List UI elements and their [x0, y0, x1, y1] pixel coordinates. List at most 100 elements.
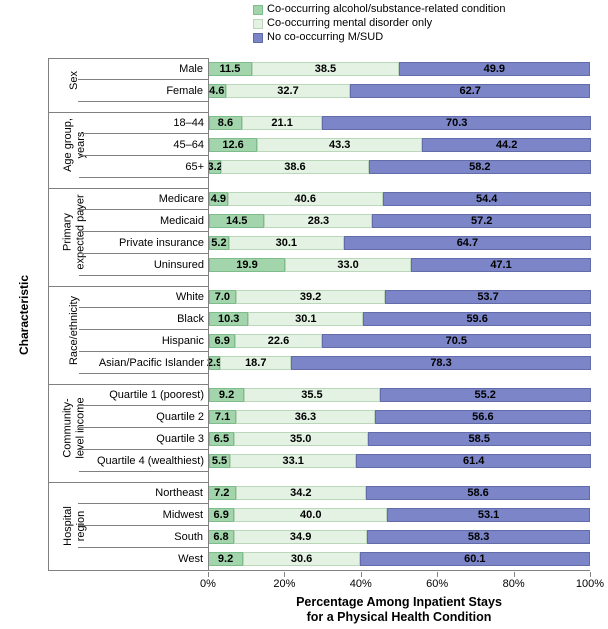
group-label-cell: Community- level income	[49, 384, 101, 472]
chart-row: White 7.0 39.2 53.7	[79, 286, 591, 308]
value-label: 10.3	[217, 313, 240, 325]
value-label: 38.5	[314, 63, 337, 75]
group-rows: Quartile 1 (poorest) 9.2 35.5 55.2 Quartile …	[79, 384, 591, 472]
row-separator-line	[79, 275, 209, 276]
stacked-bar: 2.9 18.7 78.3	[206, 356, 591, 370]
value-label: 4.9	[210, 193, 226, 205]
group-separator-line	[49, 286, 209, 287]
value-label: 43.3	[328, 139, 351, 151]
row-separator-line	[79, 329, 209, 330]
value-label: 6.9	[213, 509, 229, 521]
value-label: 40.0	[300, 509, 322, 521]
x-tick-label: 60%	[426, 578, 449, 590]
legend-label: Co-occurring alcohol/substance-related c…	[267, 3, 506, 15]
value-label: 53.7	[477, 291, 499, 303]
bar-segment-mental: 38.5	[251, 62, 399, 76]
bar-segment-mental: 33.1	[230, 454, 357, 468]
row-label: Quartile 3	[156, 433, 204, 445]
row-label: Asian/Pacific Islander	[98, 357, 204, 369]
chart-row: Medicaid 14.5 28.3 57.2	[79, 210, 591, 232]
legend-item: No co-occurring M/SUD	[253, 31, 505, 44]
value-label: 28.3	[307, 215, 330, 227]
stacked-bar: 6.5 35.0 58.5	[209, 432, 591, 446]
row-separator-line	[79, 351, 209, 352]
chart-row: Quartile 2 7.1 36.3 56.6	[79, 406, 591, 428]
bar-segment-none: 61.4	[356, 454, 591, 468]
row-separator-line	[79, 177, 209, 178]
stacked-bar: 4.6 32.7 62.7	[208, 84, 590, 98]
category-group: Hospital region Northeast 7.2 34.2 58.6 Midwe…	[49, 482, 590, 570]
bar-segment-none: 55.2	[379, 388, 591, 402]
value-label: 9.2	[217, 553, 234, 565]
bar-segment-mental: 32.7	[225, 84, 351, 98]
chart-row: Quartile 3 6.5 35.0 58.5	[79, 428, 591, 450]
row-separator-line	[79, 427, 209, 428]
bar-segment-alcohol: 9.2	[208, 552, 244, 566]
value-label: 70.5	[445, 335, 468, 347]
bar-segment-alcohol: 6.9	[208, 508, 235, 522]
bar-segment-none: 57.2	[372, 214, 591, 228]
group-separator-line	[49, 188, 209, 189]
chart-row: South 6.8 34.9 58.3	[78, 526, 590, 548]
chart-legend: Co-occurring alcohol/substance-related c…	[253, 3, 505, 44]
x-axis-tick	[208, 572, 209, 577]
group-label-cell: Primary expected payer	[49, 188, 101, 276]
row-label: West	[178, 553, 203, 565]
legend-swatch-icon	[253, 4, 263, 15]
stacked-bar: 6.9 22.6 70.5	[209, 334, 591, 348]
bar-segment-mental: 40.6	[227, 192, 383, 206]
y-axis-title: Characteristic	[17, 274, 32, 355]
group-label-cell: Hospital region	[49, 482, 100, 570]
row-separator-line	[79, 307, 209, 308]
row-separator-line	[79, 373, 209, 374]
category-group: Community- level income Quartile 1 (poore…	[49, 384, 591, 472]
row-label: 45–64	[173, 139, 204, 151]
group-rows: Medicare 4.9 40.6 54.4 Medicaid 14.5 28.3 57.2 P…	[79, 188, 591, 276]
stacked-bar: 9.2 30.6 60.1	[208, 552, 590, 566]
chart-row: Hispanic 6.9 22.6 70.5	[79, 330, 591, 352]
stacked-bar: 4.9 40.6 54.4	[209, 192, 591, 206]
bar-segment-alcohol: 19.9	[209, 258, 286, 272]
bar-segment-none: 59.6	[363, 312, 591, 326]
chart-row: West 9.2 30.6 60.1	[100, 548, 590, 570]
group-label: Hospital region	[61, 506, 87, 546]
row-label: Quartile 1 (poorest)	[109, 389, 204, 401]
stacked-bar: 9.2 35.5 55.2	[209, 388, 591, 402]
value-label: 9.2	[218, 389, 235, 401]
group-rows: Male 11.5 38.5 49.9 Female 4.6 32.7 62.7	[78, 58, 590, 102]
value-label: 47.1	[490, 259, 512, 271]
bar-segment-alcohol: 6.5	[209, 432, 234, 446]
stacked-bar: 7.1 36.3 56.6	[209, 410, 591, 424]
stacked-bar: 5.2 30.1 64.7	[209, 236, 591, 250]
value-label: 61.4	[463, 455, 485, 467]
category-group: Age group, years 18–44 8.6 21.1 70.3 45–64 12.…	[49, 112, 591, 178]
chart-row: Quartile 4 (wealthiest) 5.5 33.1 61.4	[79, 450, 591, 472]
chart-row: Female 4.6 32.7 62.7	[78, 80, 590, 102]
group-label: Primary expected payer	[62, 194, 87, 270]
bar-segment-alcohol: 7.1	[209, 410, 237, 424]
value-label: 58.2	[469, 161, 491, 173]
plot-area: Sex Male 11.5 38.5 49.9 Female 4.6 32.7 62.7 Age …	[48, 58, 591, 571]
value-label: 5.5	[211, 455, 228, 467]
row-separator-line	[79, 471, 209, 472]
row-label: Hispanic	[161, 335, 204, 347]
row-label: Uninsured	[153, 259, 204, 271]
bar-segment-alcohol: 10.3	[209, 312, 249, 326]
group-label-cell: Sex	[49, 58, 100, 102]
value-label: 19.9	[236, 259, 258, 271]
chart-row: Private insurance 5.2 30.1 64.7	[79, 232, 591, 254]
row-label: Quartile 4 (wealthiest)	[97, 455, 204, 467]
group-label-cell: Age group, years	[49, 112, 101, 178]
bar-segment-alcohol: 7.2	[208, 486, 236, 500]
row-label: Private insurance	[119, 237, 204, 249]
bar-segment-none: 70.5	[321, 334, 591, 348]
value-label: 33.0	[337, 259, 359, 271]
chart-row: 18–44 8.6 21.1 70.3	[79, 112, 591, 134]
bar-segment-none: 44.2	[422, 138, 591, 152]
group-rows: Northeast 7.2 34.2 58.6 Midwest 6.9 40.0 53.1 So…	[78, 482, 590, 570]
value-label: 5.2	[211, 237, 227, 249]
row-separator-line	[79, 449, 209, 450]
value-label: 2.9	[206, 357, 223, 369]
value-label: 14.5	[225, 215, 248, 227]
